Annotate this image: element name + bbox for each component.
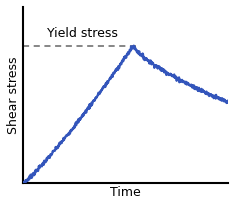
X-axis label: Time: Time	[110, 186, 141, 199]
Text: Yield stress: Yield stress	[47, 27, 118, 40]
Y-axis label: Shear stress: Shear stress	[7, 56, 20, 134]
